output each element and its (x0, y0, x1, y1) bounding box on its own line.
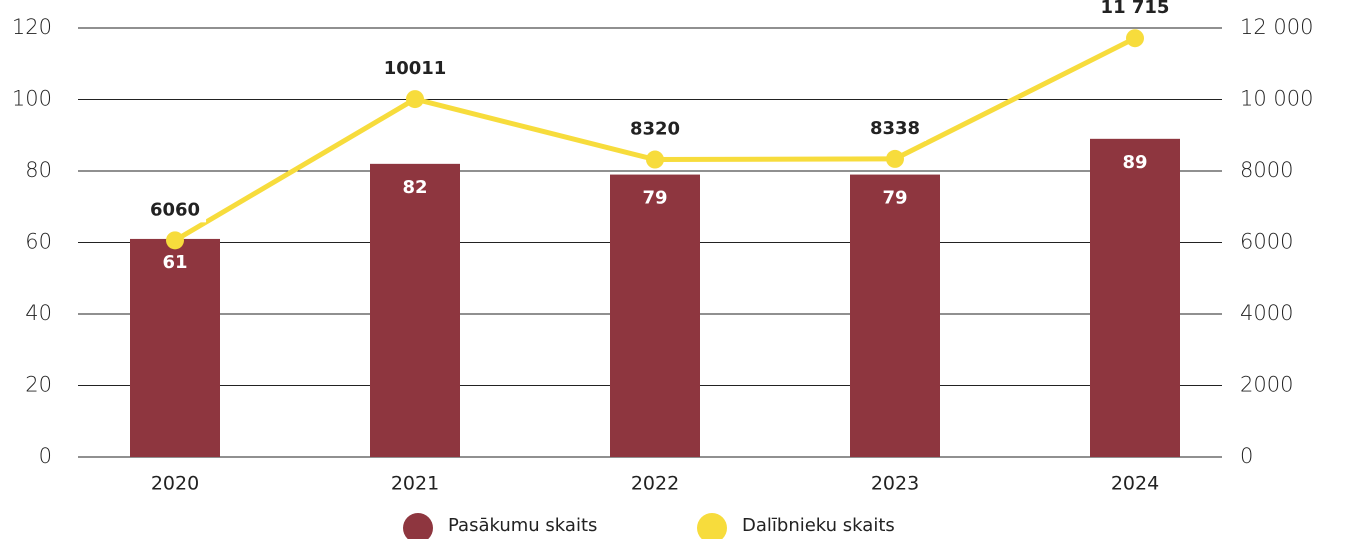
y-tick-label: 80 (25, 158, 52, 182)
bar (130, 238, 220, 457)
bar (370, 163, 460, 457)
line-value-label: 8338 (870, 118, 920, 139)
bar (1090, 138, 1180, 457)
x-tick-label: 2022 (631, 473, 679, 495)
label-background (143, 197, 207, 223)
y2-tick-label: 0 (1240, 444, 1253, 468)
line-value-label: 6060 (150, 199, 200, 220)
legend-swatch (697, 513, 727, 539)
bar-value-label: 79 (882, 188, 907, 209)
y-tick-label: 120 (12, 15, 52, 39)
y2-tick-label: 12 000 (1240, 15, 1313, 39)
point (406, 90, 424, 109)
bar-value-label: 89 (1122, 152, 1147, 173)
y-tick-label: 60 (25, 230, 52, 254)
y-tick-label: 0 (39, 444, 52, 468)
label-background (623, 116, 687, 142)
y2-tick-label: 6000 (1240, 230, 1293, 254)
label-background (863, 115, 927, 141)
point (166, 231, 184, 250)
point (886, 149, 904, 168)
point (646, 150, 664, 169)
x-tick-label: 2023 (871, 473, 919, 495)
legend-label: Pasākumu skaits (448, 515, 597, 536)
x-tick-label: 2024 (1111, 473, 1159, 495)
y2-tick-label: 8000 (1240, 158, 1293, 182)
legend-label: Dalībnieku skaits (742, 515, 895, 536)
x-tick-label: 2021 (391, 473, 439, 495)
line-value-label: 10011 (384, 58, 447, 79)
point (1126, 29, 1144, 48)
x-tick-label: 2020 (151, 473, 199, 495)
y2-tick-label: 2000 (1240, 373, 1293, 397)
bar (850, 174, 940, 457)
y2-tick-label: 10 000 (1240, 87, 1313, 111)
label-background (1094, 0, 1176, 21)
label-background (377, 56, 453, 82)
line-value-label: 11 715 (1101, 0, 1170, 18)
y-tick-label: 20 (25, 373, 52, 397)
bar-value-label: 61 (162, 252, 187, 273)
bar-value-label: 82 (402, 177, 427, 198)
bar-value-label: 79 (642, 188, 667, 209)
y-tick-label: 40 (25, 301, 52, 325)
line-value-label: 8320 (630, 119, 680, 140)
legend-swatch (403, 513, 433, 539)
y2-tick-label: 4000 (1240, 301, 1293, 325)
y-tick-label: 100 (12, 87, 52, 111)
bar (610, 174, 700, 457)
